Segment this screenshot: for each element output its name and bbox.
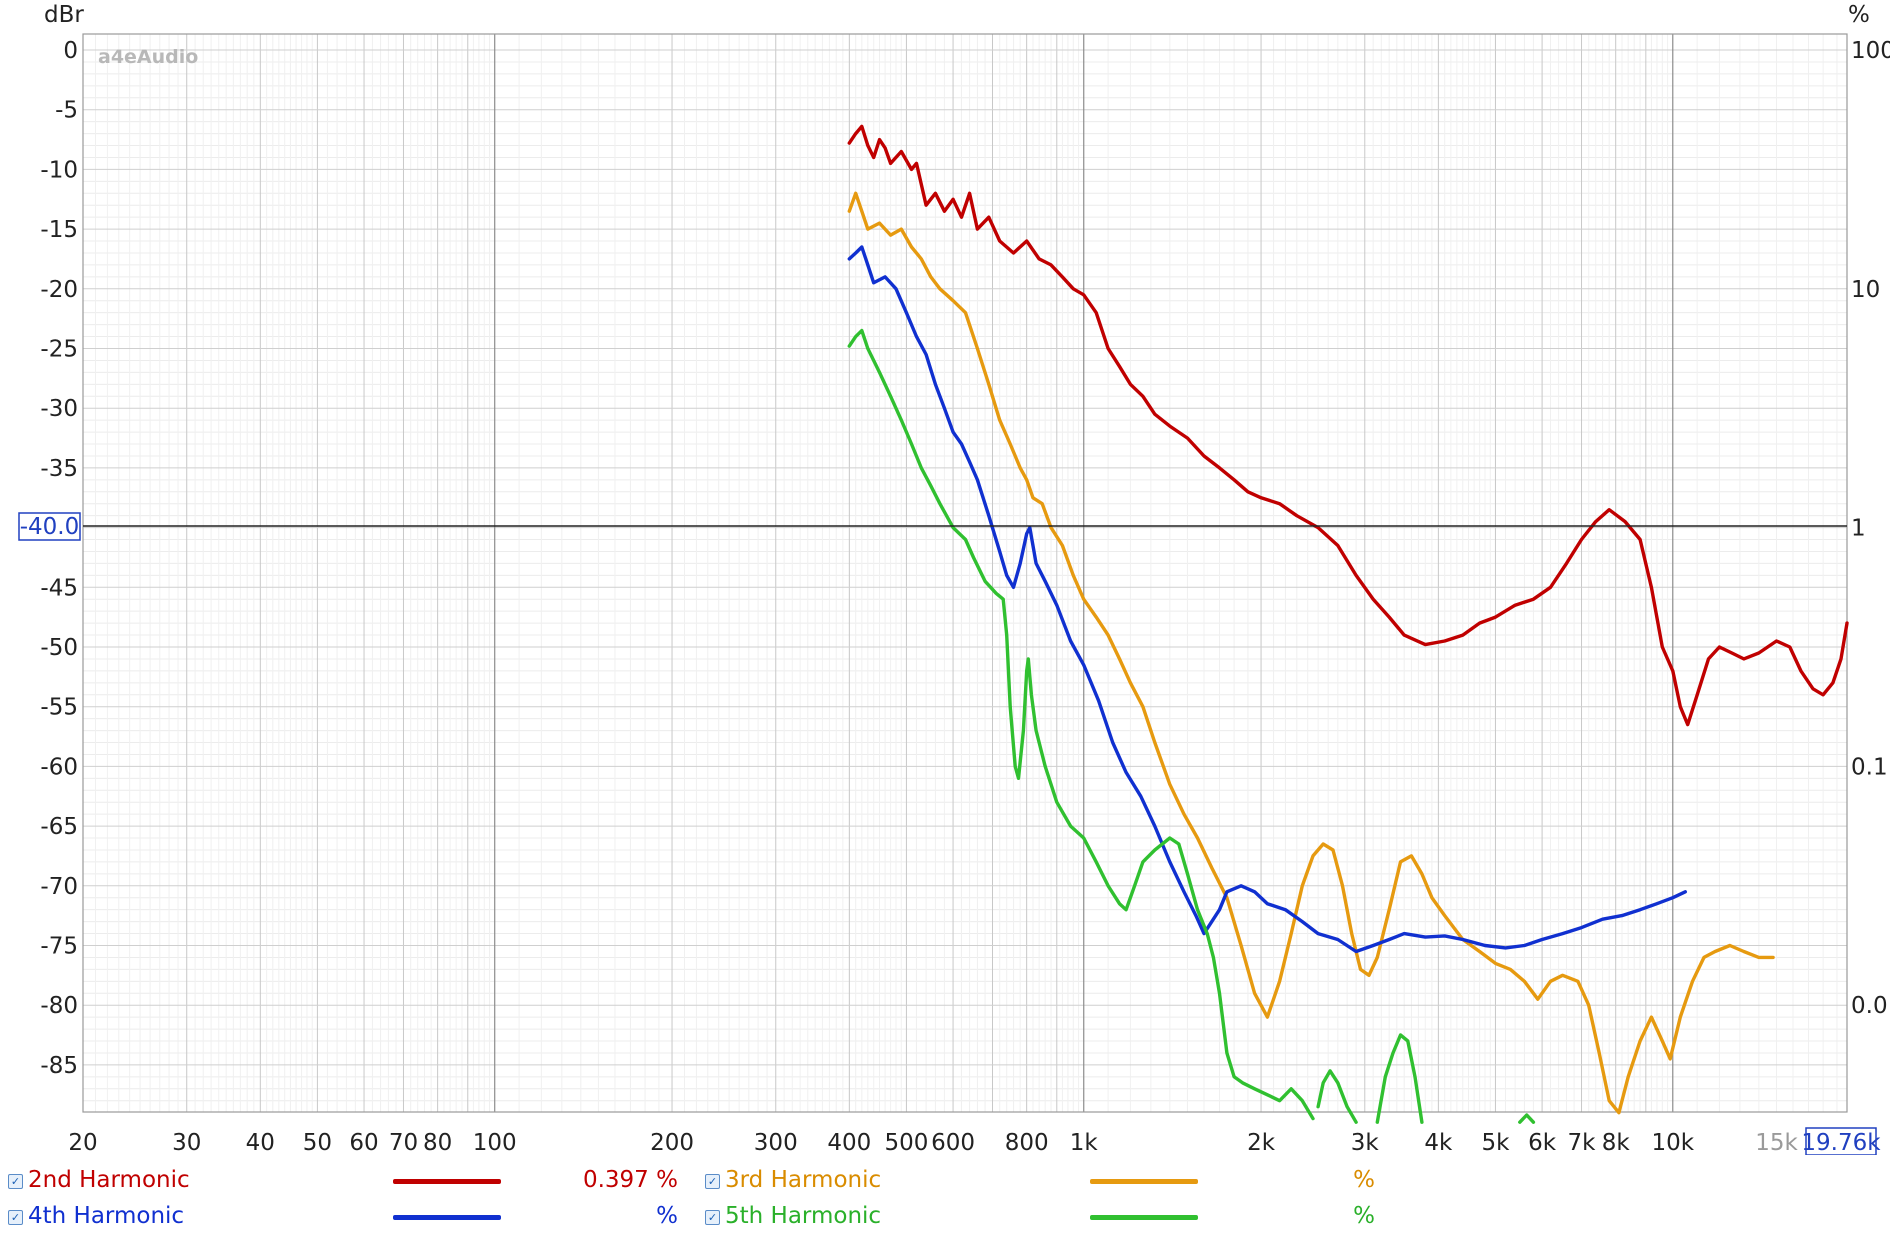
y-tick-label: -70 (40, 874, 78, 900)
cursor-value: -40.0 (20, 514, 80, 540)
x-tick-label: 8k (1602, 1130, 1631, 1155)
x-tick-label: 30 (172, 1130, 201, 1155)
checkbox-2nd-harmonic[interactable]: ✓ (8, 1174, 23, 1189)
y2-tick-label: 10 (1851, 277, 1880, 303)
x-tick-label: 500 (884, 1130, 928, 1155)
x-tick-label: 1k (1070, 1130, 1099, 1155)
watermark-logo: a4eAudio (98, 46, 198, 68)
legend: ✓ 2nd Harmonic 0.397 % ✓ 3rd Harmonic % … (0, 1155, 1890, 1229)
y-tick-label: -50 (40, 635, 78, 661)
legend-swatch (1090, 1179, 1198, 1184)
x-axis-ticks: 20 30 40 50 60 70 80 100 200 300 400 500 600 800 1k 2k 3… (68, 1130, 1798, 1155)
series-line-1 (847, 191, 1775, 1115)
legend-swatch (393, 1179, 501, 1184)
x-tick-label: 800 (1005, 1130, 1049, 1155)
major-grid (83, 34, 1847, 1112)
x-tick-label: 15k (1755, 1130, 1798, 1155)
y-tick-label: -65 (40, 814, 78, 840)
x-tick-label: 50 (303, 1130, 332, 1155)
plot-frame (82, 33, 1848, 1113)
y-tick-label: -20 (40, 277, 78, 303)
right-axis-unit: % (1848, 2, 1870, 28)
minor-grid (82, 34, 1847, 1112)
legend-value: 0.397 % (582, 1167, 678, 1193)
legend-item-3rd-harmonic: ✓ 3rd Harmonic % (705, 1167, 1385, 1201)
legend-swatch (393, 1215, 501, 1220)
x-tick-label: 40 (246, 1130, 275, 1155)
checkbox-4th-harmonic[interactable]: ✓ (8, 1210, 23, 1225)
y-tick-label: 0 (63, 38, 78, 64)
legend-item-5th-harmonic: ✓ 5th Harmonic % (705, 1203, 1385, 1237)
y-tick-label: -60 (40, 754, 78, 780)
y-tick-label: -35 (40, 456, 78, 482)
x-tick-label: 3k (1351, 1130, 1380, 1155)
x-tick-label: 20 (68, 1130, 97, 1155)
series-line-0 (847, 124, 1849, 727)
x-tick-label: 300 (754, 1130, 798, 1155)
legend-label: 4th Harmonic (28, 1203, 185, 1229)
y-tick-label: -10 (40, 157, 78, 183)
legend-value: % (1353, 1167, 1375, 1193)
x-end-label: 19.76k (1801, 1130, 1881, 1155)
x-tick-label: 2k (1247, 1130, 1276, 1155)
y-tick-label: -75 (40, 934, 78, 960)
x-tick-label: 400 (827, 1130, 871, 1155)
series-line-3 (847, 328, 1315, 1121)
left-axis-unit: dBr (44, 2, 84, 28)
legend-label: 2nd Harmonic (28, 1167, 190, 1193)
x-tick-label: 10k (1651, 1130, 1694, 1155)
x-end-box[interactable]: 19.76k (1801, 1127, 1881, 1155)
x-tick-label: 600 (931, 1130, 975, 1155)
y-tick-label: -30 (40, 396, 78, 422)
legend-item-2nd-harmonic: ✓ 2nd Harmonic 0.397 % (8, 1167, 688, 1201)
legend-value: % (656, 1203, 678, 1229)
x-tick-label: 6k (1528, 1130, 1557, 1155)
x-tick-label: 5k (1481, 1130, 1510, 1155)
checkbox-5th-harmonic[interactable]: ✓ (705, 1210, 720, 1225)
series-layer (847, 124, 1849, 1124)
x-tick-label: 80 (423, 1130, 452, 1155)
checkbox-3rd-harmonic[interactable]: ✓ (705, 1174, 720, 1189)
legend-value: % (1353, 1203, 1375, 1229)
right-axis-ticks: 100 10 1 0.1 0.01 (1851, 38, 1890, 1019)
y2-tick-label: 1 (1851, 516, 1866, 542)
left-axis-ticks: 0 -5 -10 -15 -20 -25 -30 -35 -45 -50 -55 -60 -65 -70 -… (40, 38, 78, 1079)
cursor-value-box[interactable]: -40.0 (18, 512, 81, 541)
x-tick-label: 7k (1568, 1130, 1597, 1155)
series-line-4 (1316, 1069, 1358, 1124)
x-tick-label: 60 (349, 1130, 378, 1155)
y-tick-label: -80 (40, 993, 78, 1019)
y-tick-label: -15 (40, 217, 78, 243)
x-tick-label: 200 (650, 1130, 694, 1155)
y2-tick-label: 100 (1851, 38, 1890, 64)
y-tick-label: -55 (40, 695, 78, 721)
harmonic-distortion-chart: a4eAudio 0 -5 -10 -15 -20 -25 -30 -35 -45 -50 -55 -… (18, 2, 1890, 1155)
x-tick-label: 70 (389, 1130, 418, 1155)
x-tick-label: 100 (473, 1130, 517, 1155)
legend-label: 5th Harmonic (725, 1203, 882, 1229)
y-tick-label: -25 (40, 337, 78, 363)
y-tick-label: -5 (55, 98, 78, 124)
y-tick-label: -45 (40, 575, 78, 601)
y-tick-label: -85 (40, 1053, 78, 1079)
y2-tick-label: 0.01 (1851, 993, 1890, 1019)
y2-tick-label: 0.1 (1851, 754, 1888, 780)
series-line-5 (1375, 1033, 1424, 1124)
legend-label: 3rd Harmonic (725, 1167, 882, 1193)
x-tick-label: 4k (1424, 1130, 1453, 1155)
legend-item-4th-harmonic: ✓ 4th Harmonic % (8, 1203, 688, 1237)
legend-swatch (1090, 1215, 1198, 1220)
series-line-6 (1518, 1113, 1536, 1124)
